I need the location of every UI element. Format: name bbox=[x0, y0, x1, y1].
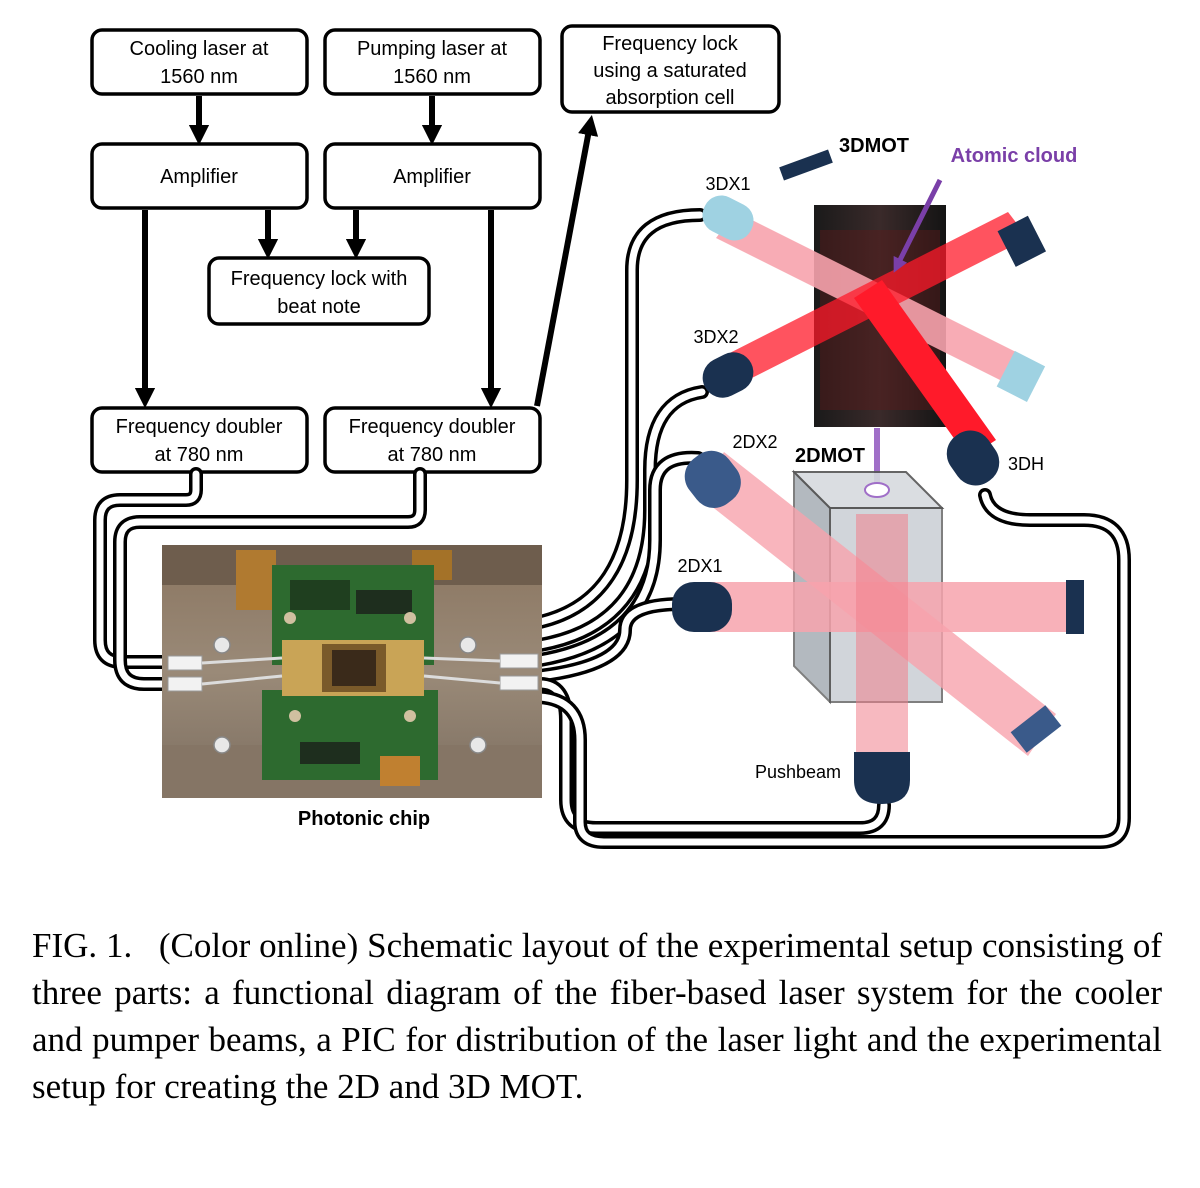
collimator-2dx1 bbox=[672, 582, 732, 632]
doubler-right-line1: Frequency doubler bbox=[349, 416, 516, 438]
pumping-laser-line1: Pumping laser at bbox=[357, 38, 508, 60]
collimator-3dx1 bbox=[702, 195, 754, 241]
amplifier-right-box: Amplifier bbox=[323, 142, 542, 210]
collimator-pushbeam bbox=[854, 752, 910, 804]
3dh-label: 3DH bbox=[1008, 454, 1044, 474]
frequency-lock-saturated-box: Frequency lock using a saturated absorpt… bbox=[560, 24, 781, 114]
amplifier-left-box: Amplifier bbox=[90, 142, 309, 210]
retro-2dx2 bbox=[1010, 705, 1062, 753]
retro-2dx1 bbox=[1066, 580, 1084, 634]
cooling-laser-line1: Cooling laser at bbox=[130, 38, 269, 60]
doubler-left-line1: Frequency doubler bbox=[116, 416, 283, 438]
pumping-laser-box: Pumping laser at 1560 nm bbox=[323, 28, 542, 96]
figure-number: FIG. 1. bbox=[32, 926, 133, 965]
3dmot-coil bbox=[779, 149, 833, 181]
doubler-right-box: Frequency doubler at 780 nm bbox=[323, 406, 542, 474]
figure-caption: FIG. 1. (Color online) Schematic layout … bbox=[32, 922, 1162, 1110]
mot2d-assembly bbox=[672, 450, 1084, 804]
3dx2-label: 3DX2 bbox=[693, 327, 738, 347]
atomic-cloud-arrow bbox=[893, 178, 943, 273]
2dx2-label: 2DX2 bbox=[732, 432, 777, 452]
amplifier-left-label: Amplifier bbox=[160, 166, 238, 188]
doubler-right-line2: at 780 nm bbox=[388, 444, 477, 466]
sat-lock-line3: absorption cell bbox=[606, 87, 735, 109]
frequency-lock-beat-box: Frequency lock with beat note bbox=[207, 256, 431, 326]
setup-diagram: Cooling laser at 1560 nm Pumping laser a… bbox=[90, 24, 1131, 849]
mot3d-label: 3DMOT bbox=[839, 135, 909, 157]
doubler-left-line2: at 780 nm bbox=[155, 444, 244, 466]
photonic-chip-photo bbox=[162, 545, 542, 798]
amplifier-right-label: Amplifier bbox=[393, 166, 471, 188]
caption-text: (Color online) Schematic layout of the e… bbox=[32, 926, 1162, 1106]
optical-fibers bbox=[93, 208, 1131, 849]
cooling-laser-line2: 1560 nm bbox=[160, 66, 238, 88]
cooling-laser-box: Cooling laser at 1560 nm bbox=[90, 28, 309, 96]
beat-lock-line2: beat note bbox=[277, 296, 360, 318]
atomic-cloud-label: Atomic cloud bbox=[951, 145, 1078, 167]
3dx1-label: 3DX1 bbox=[705, 174, 750, 194]
sat-lock-line2: using a saturated bbox=[593, 60, 746, 82]
2dx1-label: 2DX1 bbox=[677, 556, 722, 576]
beam-3dh bbox=[854, 280, 996, 458]
push-beam bbox=[856, 514, 908, 754]
pumping-laser-line2: 1560 nm bbox=[393, 66, 471, 88]
collimator-2dx2 bbox=[684, 450, 741, 508]
collimator-3dh bbox=[946, 430, 1000, 486]
flow-arrows bbox=[134, 96, 599, 409]
beat-lock-line1: Frequency lock with bbox=[231, 268, 408, 290]
mot3d-assembly bbox=[702, 149, 1047, 486]
retro-3dx2 bbox=[996, 350, 1046, 402]
doubler-left-box: Frequency doubler at 780 nm bbox=[90, 406, 309, 474]
arrow-doubler-to-sat-lock bbox=[534, 114, 599, 407]
mot2d-label: 2DMOT bbox=[795, 445, 865, 467]
pushbeam-label: Pushbeam bbox=[755, 762, 841, 782]
photonic-chip-label: Photonic chip bbox=[298, 808, 430, 830]
sat-lock-line1: Frequency lock bbox=[602, 33, 739, 55]
collimator-3dx2 bbox=[702, 352, 754, 398]
retro-3dx1 bbox=[997, 215, 1047, 267]
